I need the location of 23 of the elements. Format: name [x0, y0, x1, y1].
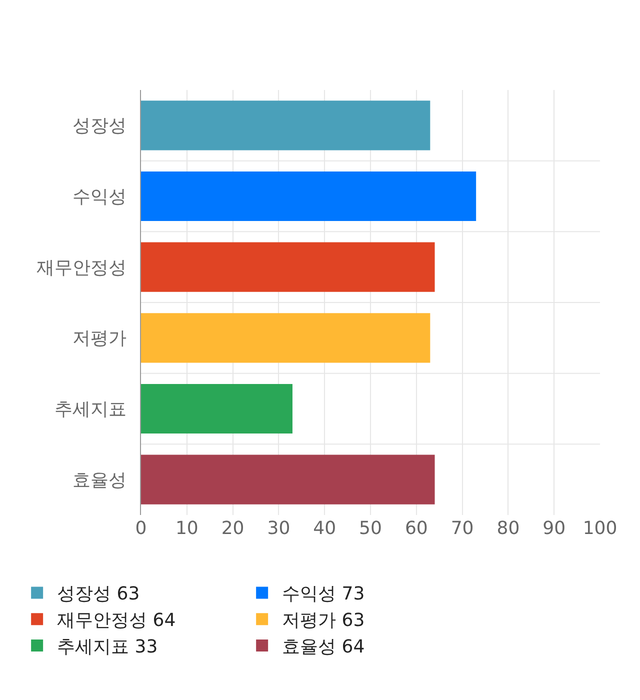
x-tick-label: 0: [135, 518, 147, 539]
x-tick-label: 40: [313, 518, 336, 539]
x-tick-label: 60: [404, 518, 428, 539]
y-tick-label: 저평가: [72, 328, 126, 350]
legend-label: 저평가 63: [282, 610, 365, 632]
x-tick-label: 30: [267, 518, 290, 539]
legend-label: 재무안정성 64: [57, 610, 176, 632]
y-tick-label: 수익성: [72, 186, 126, 208]
y-tick-label: 추세지표: [54, 399, 126, 420]
x-tick-label: 70: [450, 518, 474, 539]
legend-label: 추세지표 33: [57, 636, 158, 658]
legend-label: 효율성 64: [282, 636, 365, 658]
y-tick-label: 성장성: [72, 116, 126, 137]
x-tick-label: 90: [542, 518, 566, 539]
x-tick-label: 10: [175, 518, 198, 539]
x-tick-label: 100: [582, 518, 618, 539]
y-tick-label: 재무안정성: [36, 257, 126, 278]
x-tick-label: 80: [496, 518, 520, 539]
y-tick-label: 효율성: [72, 470, 126, 491]
legend-label: 성장성 63: [57, 584, 140, 605]
x-tick-label: 50: [359, 518, 382, 539]
x-tick-label: 20: [221, 518, 244, 539]
legend-label: 수익성 73: [282, 584, 365, 605]
